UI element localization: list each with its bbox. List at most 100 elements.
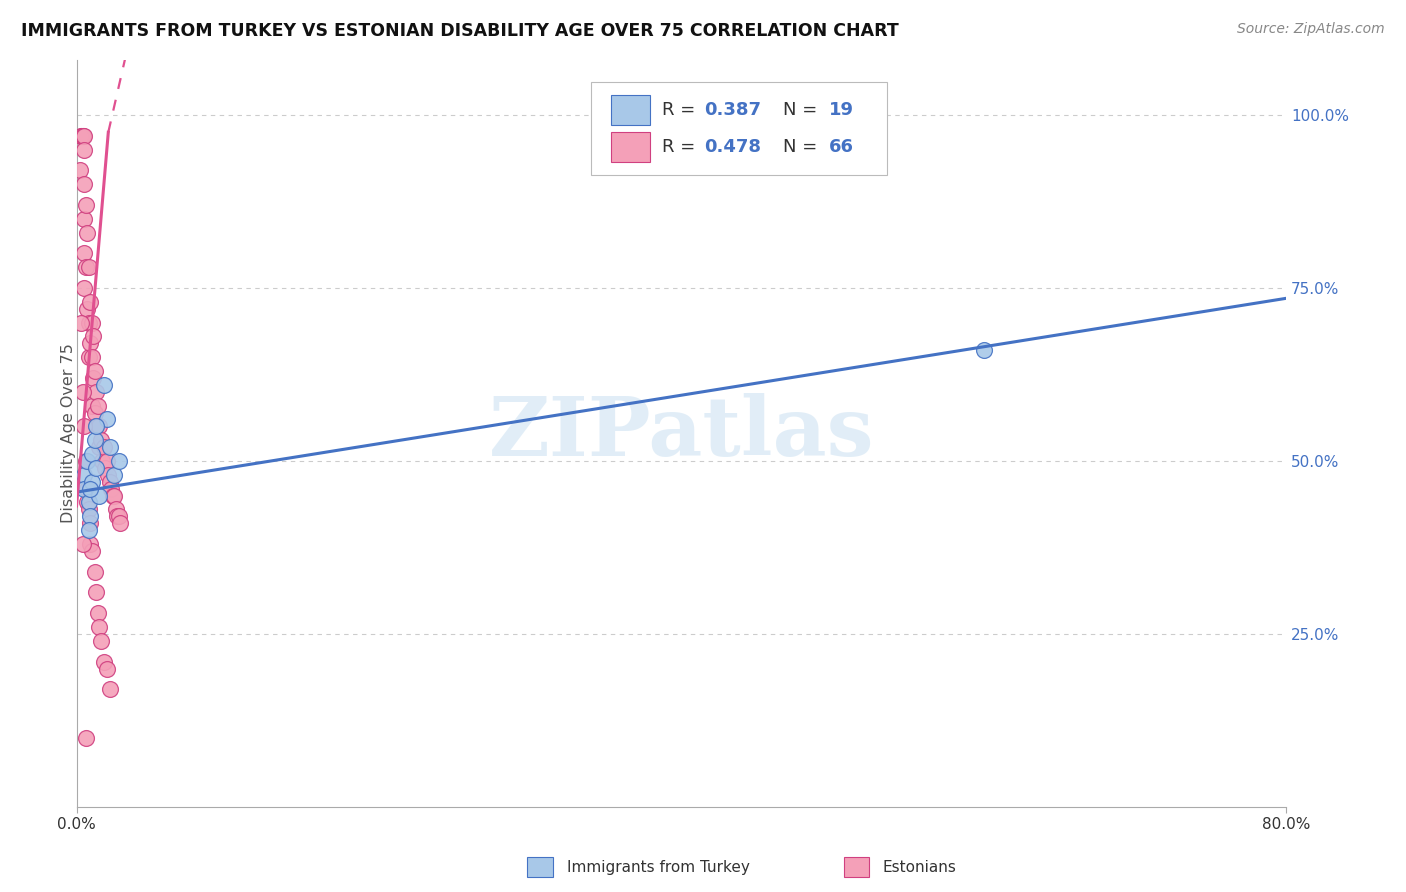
Point: [96, 412, 118, 426]
Point: [89, 440, 111, 454]
Point: [96, 454, 118, 468]
Point: [72, 537, 94, 551]
Text: N =: N =: [783, 138, 823, 156]
Point: [84, 461, 107, 475]
Point: [80, 447, 103, 461]
Point: [70, 128, 93, 143]
Point: [89, 489, 111, 503]
Point: [80, 316, 103, 330]
Point: [69, 163, 91, 178]
Point: [83, 405, 105, 419]
Point: [100, 482, 122, 496]
Point: [90, 434, 112, 448]
Point: [83, 434, 105, 448]
Point: [73, 211, 96, 226]
Y-axis label: Disability Age Over 75: Disability Age Over 75: [60, 343, 76, 524]
Bar: [844, 857, 869, 877]
Point: [84, 384, 107, 399]
Point: [77, 260, 100, 275]
Point: [97, 467, 120, 482]
Point: [90, 633, 112, 648]
Point: [72, 128, 94, 143]
Point: [108, 454, 131, 468]
Point: [98, 440, 121, 454]
Point: [76, 482, 98, 496]
Point: [82, 329, 104, 343]
Text: Estonians: Estonians: [883, 860, 957, 874]
Point: [84, 419, 107, 434]
Point: [73, 246, 96, 260]
Text: R =: R =: [662, 101, 702, 119]
Point: [93, 440, 115, 454]
FancyBboxPatch shape: [612, 132, 650, 162]
Point: [76, 226, 98, 240]
Point: [73, 419, 96, 434]
Text: N =: N =: [783, 101, 823, 119]
Point: [79, 336, 101, 351]
Text: 0.387: 0.387: [704, 101, 761, 119]
Point: [79, 482, 101, 496]
Point: [73, 128, 96, 143]
Point: [79, 537, 101, 551]
Text: 66: 66: [828, 138, 853, 156]
Text: IMMIGRANTS FROM TURKEY VS ESTONIAN DISABILITY AGE OVER 75 CORRELATION CHART: IMMIGRANTS FROM TURKEY VS ESTONIAN DISAB…: [21, 22, 898, 40]
Point: [70, 128, 93, 143]
Point: [79, 294, 101, 309]
Point: [77, 523, 100, 537]
Point: [98, 475, 121, 489]
Point: [84, 585, 107, 599]
Point: [83, 364, 105, 378]
Point: [73, 177, 96, 191]
Point: [73, 281, 96, 295]
Text: 19: 19: [828, 101, 853, 119]
Point: [77, 350, 100, 364]
Point: [73, 143, 96, 157]
FancyBboxPatch shape: [591, 82, 887, 176]
Text: R =: R =: [662, 138, 702, 156]
Point: [76, 454, 98, 468]
Point: [89, 620, 111, 634]
Point: [94, 461, 117, 475]
Point: [87, 606, 110, 620]
Point: [103, 467, 125, 482]
Point: [104, 502, 127, 516]
Point: [93, 377, 115, 392]
Point: [103, 489, 125, 503]
Point: [73, 467, 96, 482]
Text: 0.478: 0.478: [704, 138, 761, 156]
Point: [108, 509, 131, 524]
Point: [75, 454, 97, 468]
Point: [70, 316, 93, 330]
Bar: [527, 857, 553, 877]
Point: [84, 419, 107, 434]
Point: [80, 399, 103, 413]
Point: [77, 495, 100, 509]
Text: ZIPatlas: ZIPatlas: [488, 393, 875, 474]
Point: [96, 662, 118, 676]
Point: [83, 565, 105, 579]
FancyBboxPatch shape: [612, 95, 650, 125]
Text: Immigrants from Turkey: Immigrants from Turkey: [567, 860, 749, 874]
Point: [75, 198, 97, 212]
Point: [79, 509, 101, 524]
Point: [110, 516, 132, 531]
Point: [98, 682, 121, 697]
Point: [82, 371, 104, 385]
Point: [73, 482, 96, 496]
Point: [93, 655, 115, 669]
Point: [76, 301, 98, 316]
Point: [79, 516, 101, 531]
Point: [72, 384, 94, 399]
Point: [75, 260, 97, 275]
Point: [80, 475, 103, 489]
Point: [80, 544, 103, 558]
Point: [973, 343, 995, 358]
Point: [76, 495, 98, 509]
Point: [72, 128, 94, 143]
Point: [91, 454, 114, 468]
Point: [89, 419, 111, 434]
Text: Source: ZipAtlas.com: Source: ZipAtlas.com: [1237, 22, 1385, 37]
Point: [77, 502, 100, 516]
Point: [77, 316, 100, 330]
Point: [87, 399, 110, 413]
